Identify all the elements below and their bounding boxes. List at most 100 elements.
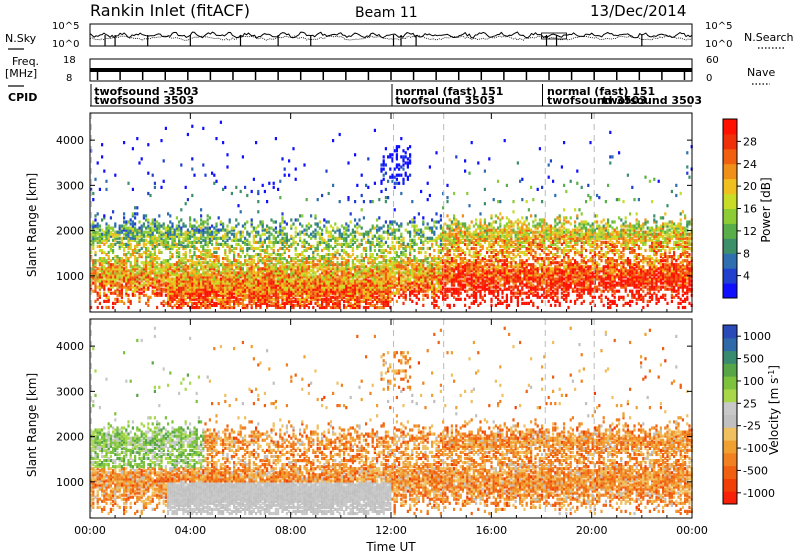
data-cell [222,301,225,305]
data-cell [107,261,110,265]
data-cell [96,271,99,275]
data-cell [248,273,251,277]
data-cell [321,238,324,242]
data-cell [215,303,218,307]
data-cell [131,265,134,269]
data-cell [142,240,145,244]
data-cell [182,261,185,265]
data-cell [279,273,282,277]
data-cell [142,261,145,265]
data-cell [325,269,328,273]
data-cell [283,291,286,295]
data-cell [142,242,145,246]
data-cell [241,240,244,244]
data-cell [261,287,264,291]
data-cell [371,224,374,228]
data-cell [332,295,335,299]
data-cell [129,275,132,279]
data-cell [345,222,348,226]
data-cell [98,281,101,285]
data-cell [329,224,332,228]
data-cell [151,257,154,261]
data-cell [329,253,332,257]
data-cell [107,257,110,261]
data-cell [186,275,189,279]
data-cell [173,263,176,267]
data-cell [235,218,238,222]
data-cell [129,279,132,283]
data-cell [145,277,148,281]
data-cell [200,285,203,289]
data-cell [301,297,304,301]
data-cell [323,305,326,310]
data-cell [219,271,222,275]
data-cell [180,265,183,269]
data-cell [175,265,178,269]
data-cell [138,248,141,253]
data-cell [191,273,194,277]
data-cell [318,295,321,299]
data-cell [138,242,141,246]
data-cell [211,303,214,307]
data-cell [167,230,170,234]
data-cell [215,277,218,281]
data-cell [288,159,291,163]
data-cell [193,269,196,273]
data-cell [191,255,194,259]
data-cell [283,236,286,240]
data-cell [162,281,165,285]
data-cell [343,261,346,265]
data-cell [318,265,321,269]
data-cell [184,267,187,271]
data-cell [358,275,361,279]
data-cell [459,222,462,226]
data-cell [233,301,236,305]
data-cell [204,220,207,224]
data-cell [277,269,280,273]
data-cell [105,271,108,275]
data-cell [301,303,304,307]
data-cell [391,240,394,244]
data-cell [180,269,183,273]
data-cell [94,263,97,267]
data-cell [151,263,154,267]
data-cell [252,234,255,238]
data-cell [327,297,330,301]
data-cell [142,224,145,228]
data-cell [398,295,401,299]
data-cell [178,263,181,267]
data-cell [193,230,196,234]
data-cell [167,259,170,263]
data-cell [318,263,321,267]
data-cell [145,214,148,218]
data-cell [259,287,262,291]
data-cell [239,269,242,273]
data-cell [285,265,288,269]
data-cell [208,299,211,303]
data-cell [303,285,306,289]
noise-left-bottom: 10^0 [52,39,79,50]
data-cell [206,218,209,222]
data-cell [178,305,181,310]
data-cell [296,281,299,285]
data-cell [195,289,198,293]
data-cell [129,299,132,303]
data-cell [219,273,222,277]
data-cell [189,279,192,283]
data-cell [226,279,229,283]
data-cell [90,240,93,244]
data-cell [217,285,220,289]
data-cell [272,185,275,189]
data-cell [123,228,126,232]
data-cell [437,220,440,224]
data-cell [257,279,260,283]
data-cell [189,295,192,299]
data-cell [222,234,225,238]
data-cell [226,295,229,299]
data-cell [299,281,302,285]
data-cell [169,246,172,251]
data-cell [323,281,326,285]
data-cell [129,265,132,269]
data-cell [114,277,117,281]
data-cell [237,242,240,246]
